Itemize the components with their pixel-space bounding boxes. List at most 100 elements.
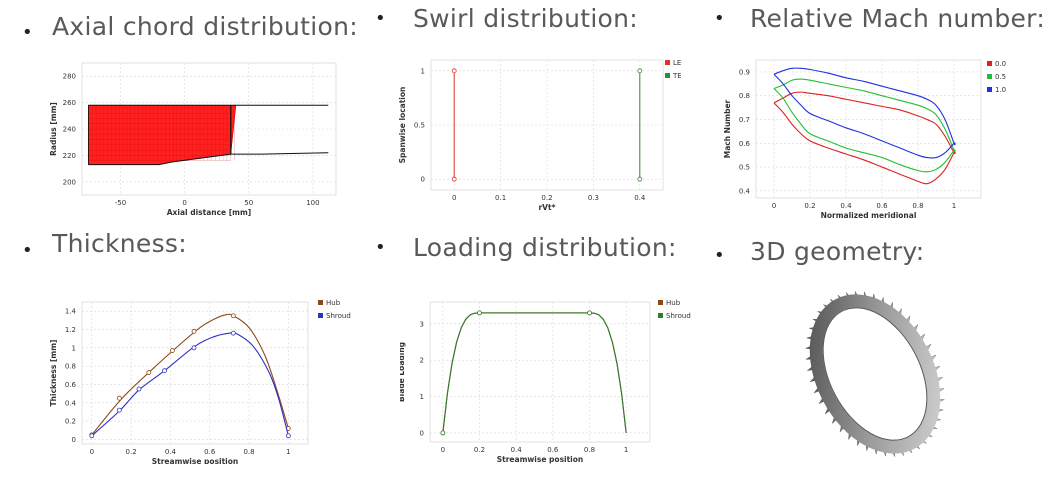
swirl-chart: 0 0.1 0.2 0.3 0.4 0 0.5 1 rVt* Spanwise location L… bbox=[398, 59, 681, 212]
x-axis-label: Streamwise position bbox=[497, 455, 584, 464]
legend-label: TE bbox=[672, 72, 681, 80]
series-line-0.5 bbox=[773, 78, 956, 173]
y-axis-label: Spanwise location bbox=[398, 87, 407, 164]
loading-chart: 0 0.2 0.4 0.6 0.8 1 0 1 2 3 Streamwise position Bla… bbox=[400, 299, 691, 464]
y-tick-label: 0.6 bbox=[739, 140, 751, 148]
series-line-1.0 bbox=[773, 67, 956, 159]
y-tick-label: 0.8 bbox=[739, 92, 750, 100]
data-point bbox=[170, 348, 175, 353]
data-point bbox=[285, 433, 291, 439]
y-axis-label: Mach Number bbox=[723, 99, 732, 158]
legend-label: Shroud bbox=[326, 312, 351, 320]
y-axis-label: Thickness [mm] bbox=[49, 340, 58, 407]
bullet: • bbox=[375, 237, 386, 258]
x-tick-label: 0.6 bbox=[204, 448, 216, 456]
bullet: • bbox=[714, 245, 725, 266]
y-tick-label: 240 bbox=[63, 126, 76, 134]
y-axis-label: Blade Loading bbox=[400, 342, 406, 402]
x-tick-label: 0.2 bbox=[126, 448, 137, 456]
data-point bbox=[191, 345, 197, 351]
x-tick-label: 0.6 bbox=[547, 446, 559, 454]
ring-band bbox=[809, 294, 941, 454]
x-tick-label: 0.6 bbox=[876, 202, 888, 210]
x-tick-label: 0.8 bbox=[243, 448, 254, 456]
legend-swatch bbox=[987, 61, 992, 66]
legend-swatch bbox=[318, 313, 323, 318]
legend-label: 0.5 bbox=[995, 73, 1006, 81]
series-line-0.0 bbox=[773, 91, 956, 185]
heading-thickness: Thickness: bbox=[52, 229, 187, 258]
y-tick-label: 1 bbox=[420, 393, 424, 401]
x-tick-label: 0 bbox=[452, 194, 456, 202]
heading-mach: Relative Mach number: bbox=[750, 4, 1046, 33]
legend-swatch bbox=[665, 60, 670, 65]
data-point bbox=[451, 68, 457, 74]
heading-geometry: 3D geometry: bbox=[750, 237, 925, 266]
x-axis-label: rVt* bbox=[538, 203, 555, 212]
y-tick-label: 0 bbox=[421, 176, 425, 184]
x-tick-label: 0 bbox=[772, 202, 776, 210]
heading-swirl: Swirl distribution: bbox=[413, 4, 639, 33]
x-tick-label: 0.2 bbox=[804, 202, 815, 210]
bullet: • bbox=[375, 8, 386, 29]
data-point bbox=[477, 310, 482, 316]
data-point bbox=[116, 407, 122, 413]
ring-inner-edge bbox=[822, 307, 928, 441]
x-tick-label: 0.4 bbox=[840, 202, 852, 210]
3d-geometry-render bbox=[805, 291, 945, 457]
legend-label: Hub bbox=[666, 299, 681, 307]
x-tick-label: 100 bbox=[306, 199, 319, 207]
legend-label: Shroud bbox=[666, 312, 691, 320]
y-tick-label: 1 bbox=[72, 344, 76, 352]
data-point bbox=[230, 330, 236, 336]
x-axis-label: Axial distance [mm] bbox=[167, 208, 251, 217]
legend-swatch bbox=[665, 73, 670, 78]
bullet: • bbox=[22, 240, 33, 261]
axial-chord-chart: -50 0 50 100 200 220 240 260 280 Axial distance [… bbox=[49, 62, 337, 217]
bullet: • bbox=[714, 8, 725, 29]
x-tick-label: 0.4 bbox=[511, 446, 523, 454]
mach-chart: 0 0.2 0.4 0.6 0.8 1 0.4 0.5 0.6 0.7 0.8 0.9 Normaliz… bbox=[723, 59, 1006, 220]
x-tick-label: 0 bbox=[441, 446, 445, 454]
data-point bbox=[230, 313, 236, 319]
x-tick-label: 0.1 bbox=[495, 194, 506, 202]
series-line-Shroud bbox=[91, 332, 289, 437]
x-tick-label: 0 bbox=[90, 448, 94, 456]
x-tick-label: 0.3 bbox=[588, 194, 599, 202]
y-tick-label: 0.8 bbox=[65, 363, 76, 371]
legend-label: Hub bbox=[326, 299, 341, 307]
y-tick-label: 0.6 bbox=[65, 381, 77, 389]
x-tick-label: 0.4 bbox=[634, 194, 646, 202]
y-axis-label: Radius [mm] bbox=[49, 102, 58, 156]
y-tick-label: 220 bbox=[63, 152, 76, 160]
legend-swatch bbox=[987, 87, 992, 92]
x-axis-label: Normalized meridional bbox=[821, 211, 917, 220]
thickness-chart: 0 0.2 0.4 0.6 0.8 1 0 0.2 0.4 0.6 0.8 1 1.2 1.4 Stream… bbox=[49, 299, 351, 464]
y-tick-label: 200 bbox=[63, 178, 76, 186]
x-tick-label: 0.2 bbox=[541, 194, 552, 202]
data-point bbox=[136, 386, 142, 392]
x-tick-label: 0 bbox=[182, 199, 186, 207]
y-tick-label: 0.4 bbox=[739, 187, 751, 195]
plot-area bbox=[81, 301, 309, 445]
x-tick-label: 0.4 bbox=[165, 448, 177, 456]
y-tick-label: 1 bbox=[421, 67, 425, 75]
x-tick-label: 0.8 bbox=[912, 202, 923, 210]
data-point bbox=[637, 68, 643, 74]
data-point bbox=[451, 176, 457, 182]
data-point bbox=[440, 430, 446, 436]
y-tick-label: 0 bbox=[72, 436, 76, 444]
y-tick-label: 0.4 bbox=[65, 399, 77, 407]
x-tick-label: 0.8 bbox=[584, 446, 595, 454]
bullet: • bbox=[22, 22, 33, 43]
x-axis-label: Streamwise position bbox=[152, 457, 239, 464]
legend-label: LE bbox=[673, 59, 681, 67]
y-tick-label: 280 bbox=[63, 73, 76, 81]
legend-swatch bbox=[658, 300, 663, 305]
y-tick-label: 0.5 bbox=[414, 122, 425, 130]
y-tick-label: 1.4 bbox=[65, 308, 77, 316]
data-point bbox=[146, 370, 152, 375]
y-tick-label: 0.7 bbox=[739, 116, 750, 124]
data-point bbox=[116, 395, 122, 401]
x-tick-label: 0.2 bbox=[474, 446, 485, 454]
